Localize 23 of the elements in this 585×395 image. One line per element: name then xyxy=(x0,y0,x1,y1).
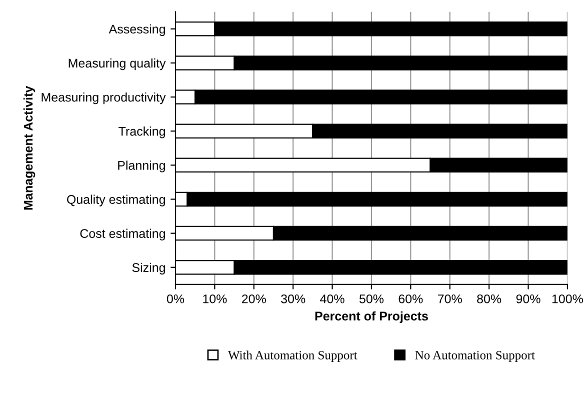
x-tick-label: 100% xyxy=(552,294,583,304)
x-tick-label: 70% xyxy=(438,294,462,304)
legend-label: No Automation Support xyxy=(415,351,535,362)
y-tick-label: Assessing xyxy=(108,24,165,36)
x-axis-title: Percent of Projects xyxy=(315,311,428,323)
x-tick-label: 10% xyxy=(203,294,227,304)
x-tick-label: 40% xyxy=(320,294,344,304)
x-tick-label: 20% xyxy=(242,294,266,304)
x-tick-label: 50% xyxy=(359,294,384,304)
y-tick-label: Sizing xyxy=(132,262,165,274)
y-tick-label: Measuring productivity xyxy=(42,92,166,104)
x-tick-label: 0% xyxy=(166,294,184,304)
x-tick-label: 80% xyxy=(477,294,502,304)
y-axis-title: Management Activity xyxy=(23,86,36,210)
x-tick-label: 30% xyxy=(281,294,306,304)
y-tick-label: Tracking xyxy=(118,126,165,138)
y-tick-label: Quality estimating xyxy=(67,194,165,206)
x-tick-label: 60% xyxy=(398,294,423,304)
x-tick-label: 90% xyxy=(516,294,540,304)
legend-label: With Automation Support xyxy=(228,350,358,362)
y-tick-label: Cost estimating xyxy=(80,228,165,240)
y-tick-label: Measuring quality xyxy=(68,58,166,70)
y-tick-label: Planning xyxy=(118,160,165,172)
